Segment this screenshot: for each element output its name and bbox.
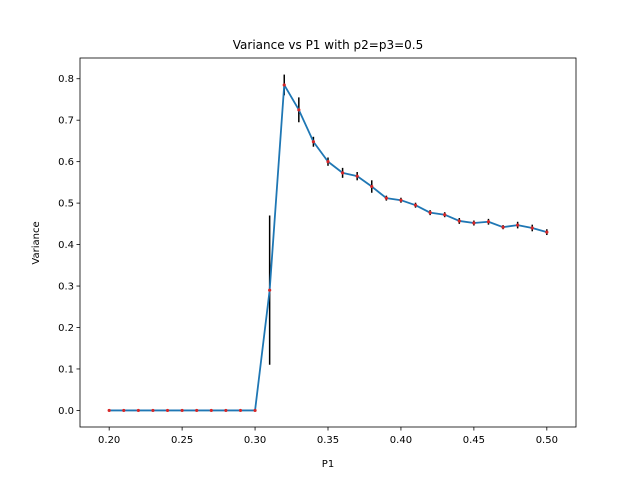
data-point (399, 198, 403, 202)
data-point (457, 219, 461, 223)
data-point (180, 408, 184, 413)
data-point (297, 108, 301, 112)
x-tick-label: 0.25 (171, 435, 193, 446)
x-axis-label: P1 (322, 459, 334, 470)
y-axis-label: Variance (31, 221, 42, 264)
data-point (486, 220, 491, 224)
x-tick-label: 0.35 (317, 435, 339, 446)
x-tick-label: 0.20 (98, 435, 120, 446)
x-tick-label: 0.50 (536, 435, 558, 446)
data-point (443, 213, 447, 217)
data-point (122, 408, 126, 413)
data-point (268, 288, 272, 292)
data-point (238, 408, 243, 413)
data-point (530, 226, 534, 230)
plot-area (80, 58, 576, 427)
y-tick-label: 0.6 (58, 157, 74, 168)
data-point (326, 160, 330, 164)
data-point (224, 408, 228, 413)
data-point (413, 203, 418, 207)
plot-frame (79, 57, 577, 428)
y-tick-label: 0.8 (58, 74, 74, 85)
data-point (516, 223, 520, 227)
y-tick-label: 0.5 (58, 199, 74, 210)
y-tick-label: 0.4 (58, 240, 74, 251)
chart-title: Variance vs P1 with p2=p3=0.5 (233, 38, 423, 52)
data-point (136, 408, 140, 413)
data-marks (107, 74, 549, 413)
x-tick-label: 0.40 (390, 435, 412, 446)
x-tick-label: 0.45 (463, 435, 485, 446)
data-point (545, 230, 549, 234)
y-tick-label: 0.3 (58, 282, 74, 293)
x-tick-label: 0.30 (244, 435, 266, 446)
data-point (165, 408, 170, 413)
y-tick-label: 0.7 (58, 116, 74, 127)
data-point (428, 211, 432, 215)
data-point (282, 83, 286, 87)
data-point (107, 408, 111, 413)
data-point (151, 408, 155, 413)
axes: 0.20 0.25 0.30 0.35 0.40 0.45 0.50 0.0 0.1 0.2 0.3… (58, 74, 558, 446)
y-tick-label: 0.1 (58, 364, 74, 375)
data-point (311, 140, 316, 144)
data-point (340, 171, 345, 175)
y-tick-label: 0.2 (58, 323, 74, 334)
data-point (384, 196, 388, 200)
y-tick-label: 0.0 (58, 406, 74, 417)
data-point (501, 225, 505, 229)
data-point (370, 184, 374, 189)
data-point (209, 408, 213, 413)
data-point (472, 221, 476, 225)
data-point (195, 408, 199, 413)
data-point (355, 174, 359, 178)
data-point (253, 408, 257, 413)
